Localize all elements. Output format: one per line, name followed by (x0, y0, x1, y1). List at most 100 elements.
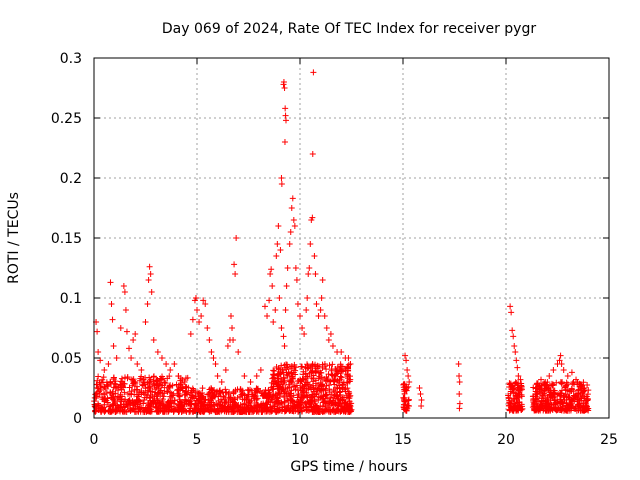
data-point (164, 388, 171, 395)
data-point (148, 289, 155, 295)
data-point (337, 406, 344, 413)
data-point (562, 384, 569, 391)
data-point (214, 373, 221, 379)
data-point (558, 392, 565, 399)
data-point (268, 396, 275, 403)
data-point (546, 373, 553, 379)
data-point (121, 381, 128, 388)
data-point (210, 401, 217, 408)
data-point (322, 363, 329, 370)
data-point (553, 379, 560, 386)
data-point (223, 398, 230, 405)
data-point (145, 406, 152, 413)
data-point (122, 396, 129, 403)
data-point (337, 361, 344, 368)
data-point (325, 371, 332, 378)
data-point (120, 404, 127, 411)
data-point (189, 385, 196, 392)
data-point (177, 399, 184, 406)
data-point (583, 402, 590, 409)
data-point (138, 367, 145, 373)
data-point (146, 385, 153, 391)
data-point (533, 381, 540, 388)
data-point (270, 319, 277, 325)
data-point (187, 331, 194, 337)
data-point (317, 307, 324, 313)
data-point (236, 408, 243, 415)
data-point (275, 407, 282, 414)
data-point (575, 387, 582, 394)
data-point (254, 395, 261, 402)
data-point (326, 362, 333, 369)
data-point (254, 386, 261, 393)
data-point (126, 384, 133, 391)
data-point (199, 385, 206, 392)
data-point (548, 380, 555, 387)
data-point (144, 301, 151, 307)
data-point (534, 406, 541, 413)
data-point (343, 379, 350, 386)
data-point (283, 364, 290, 371)
data-point (334, 384, 341, 391)
data-point (418, 403, 425, 409)
data-point (158, 355, 165, 361)
x-tick-label: 5 (193, 432, 202, 448)
data-point (456, 373, 463, 379)
data-point (107, 403, 114, 410)
data-point (152, 386, 159, 393)
data-point (187, 389, 194, 396)
data-point (192, 400, 199, 407)
y-tick-label: 0.1 (60, 291, 82, 307)
data-point (340, 394, 347, 401)
data-point (299, 375, 306, 382)
data-point (124, 375, 131, 382)
data-point (95, 373, 102, 380)
data-point (402, 398, 409, 405)
data-point (246, 399, 253, 406)
data-point (346, 400, 353, 407)
data-point (329, 343, 336, 349)
data-point (318, 388, 325, 395)
data-point (227, 313, 234, 319)
data-point (233, 235, 240, 241)
data-point (295, 391, 302, 398)
data-point (263, 400, 270, 407)
data-point (338, 349, 345, 355)
data-points (91, 69, 592, 415)
data-point (270, 392, 277, 399)
data-point (299, 363, 306, 370)
data-point (126, 390, 133, 397)
data-point (545, 397, 552, 404)
data-point (112, 408, 119, 415)
data-point (134, 391, 141, 398)
data-point (134, 408, 141, 415)
data-point (576, 386, 583, 393)
data-point (232, 271, 239, 277)
data-point (235, 349, 242, 355)
data-point (222, 367, 229, 373)
data-point (161, 384, 168, 391)
data-point (277, 247, 284, 253)
data-point (559, 387, 566, 394)
data-point (342, 367, 349, 374)
data-point (336, 376, 343, 383)
data-point (134, 397, 141, 404)
data-point (313, 380, 320, 387)
data-point (275, 389, 282, 396)
data-point (264, 313, 271, 319)
y-tick-label: 0.25 (51, 111, 82, 127)
data-point (129, 406, 136, 413)
data-point (281, 406, 288, 413)
data-point (91, 394, 98, 401)
data-point (400, 395, 407, 402)
data-point (584, 381, 591, 388)
data-point (550, 367, 557, 373)
data-point (336, 400, 343, 407)
data-point (288, 205, 295, 211)
data-point (547, 391, 554, 398)
data-point (310, 391, 317, 398)
data-point (263, 401, 270, 408)
data-point (140, 400, 147, 407)
y-tick-label: 0.2 (60, 171, 82, 187)
data-point (305, 385, 312, 392)
